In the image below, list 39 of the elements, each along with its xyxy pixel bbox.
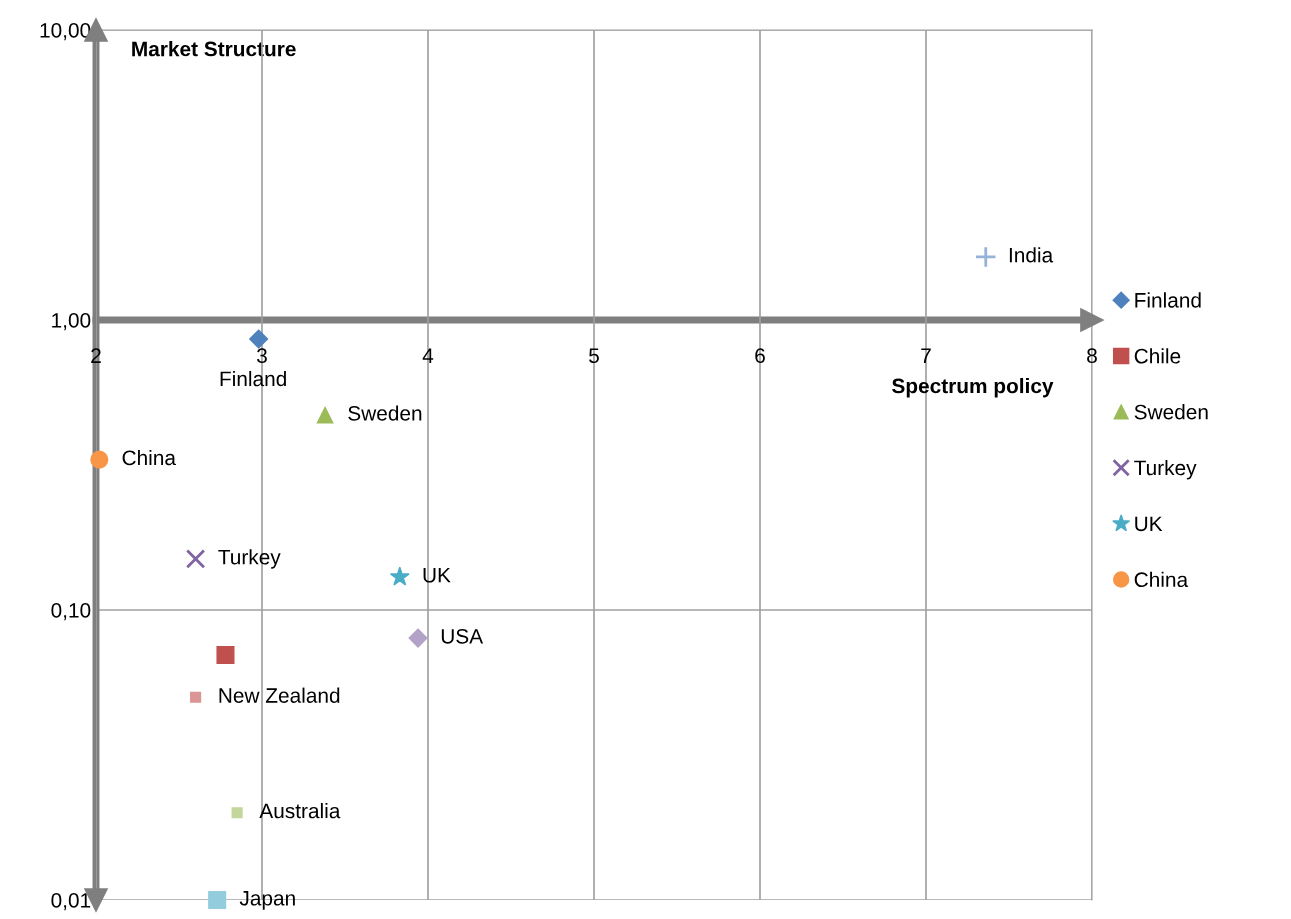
- legend-label: China: [1134, 571, 1189, 588]
- point: [389, 566, 410, 586]
- y-tick-label: 10,00: [40, 23, 91, 41]
- annotation: Turkey: [218, 549, 281, 569]
- annotation: China: [122, 449, 176, 466]
- y-axis-title: Market Structure: [132, 41, 296, 57]
- point: [974, 245, 997, 269]
- legend-label: Sweden: [1134, 404, 1208, 420]
- point: [208, 890, 227, 910]
- x-tick-label: 3: [257, 348, 267, 364]
- legend-label: Turkey: [1134, 459, 1197, 480]
- x-tick-label: 5: [589, 348, 599, 364]
- x-tick-label: 6: [755, 348, 765, 364]
- series-label: New Zealand: [219, 687, 340, 703]
- y-tick-label: 0,01: [51, 893, 91, 911]
- point: [90, 450, 109, 469]
- y-tick-label: 1,00: [52, 313, 91, 331]
- point: [216, 645, 235, 664]
- x-tick-label: 8: [1087, 348, 1097, 364]
- point: [231, 807, 243, 819]
- annotation: Finland: [220, 370, 286, 387]
- point: [316, 406, 334, 424]
- x-tick-label: 7: [921, 348, 931, 363]
- series-label: India: [1009, 247, 1054, 263]
- point: [190, 691, 202, 703]
- series-label: Australia: [259, 802, 341, 819]
- annotation: UK: [423, 568, 451, 583]
- annotation: Sweden: [348, 405, 422, 421]
- legend-label: Finland: [1135, 292, 1201, 308]
- series-label: Japan: [239, 891, 295, 910]
- point: [408, 628, 428, 648]
- x-tick-label: 4: [422, 348, 434, 363]
- series-label: USA: [441, 628, 484, 644]
- legend-label: UK: [1135, 516, 1163, 532]
- y-tick-label: 0,10: [51, 603, 91, 621]
- legend-label: Chile: [1134, 348, 1181, 364]
- point: [185, 549, 206, 569]
- x-axis-title: Spectrum policy: [892, 378, 1054, 398]
- point: [249, 329, 269, 349]
